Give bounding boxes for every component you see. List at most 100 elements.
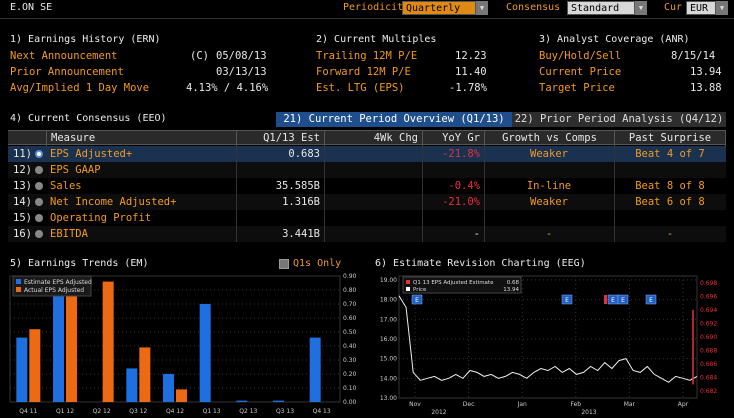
bar-estimate (16, 337, 28, 402)
table-row[interactable]: 14) Net Income Adjusted+ 1.316B -21.0% Weake… (8, 194, 726, 210)
bar-actual (102, 281, 114, 402)
y-tick-label: 0.90 (343, 273, 357, 280)
currency-label: Cur (664, 2, 683, 13)
y-right-tick-label: 0.698 (700, 280, 717, 287)
surprise-value: Beat 4 of 7 (635, 148, 705, 160)
column-header-surprise[interactable]: Past Surprise (614, 131, 726, 146)
event-marker (561, 294, 573, 305)
radio-icon[interactable] (35, 166, 43, 174)
radio-icon[interactable] (35, 214, 43, 222)
y-right-tick-label: 0.692 (700, 320, 717, 327)
target-price-label: Target Price (539, 82, 615, 94)
tab-current-period[interactable]: 21) Current Period Overview (Q1/13) (276, 112, 512, 127)
next-announcement-label: Next Announcement (10, 50, 118, 62)
current-price-value: 13.94 (690, 66, 722, 78)
radio-icon[interactable] (35, 198, 43, 206)
event-marker-label: E (649, 297, 653, 304)
chevron-down-icon[interactable]: ▼ (635, 1, 647, 15)
table-header: Measure Q1/13 Est 4Wk Chg YoY Gr Growth … (8, 130, 726, 146)
radio-icon[interactable] (35, 230, 43, 238)
event-marker (617, 294, 629, 305)
consensus-select[interactable]: Standard (567, 1, 635, 15)
table-row[interactable]: 16) EBITDA 3.441B - - - (8, 226, 726, 242)
measure-name: EPS GAAP (50, 164, 101, 176)
currency-select[interactable]: EUR (686, 1, 716, 15)
y-left-tick-label: 16.00 (380, 336, 397, 343)
yoy-value: -21.8% (442, 148, 480, 160)
row-number: 11) (13, 148, 32, 160)
row-number: 15) (13, 212, 32, 224)
q1s-only-checkbox[interactable] (279, 259, 289, 269)
grid-line (484, 146, 485, 242)
event-marker-label: E (415, 297, 419, 304)
chevron-down-icon[interactable]: ▼ (476, 1, 488, 15)
bar-estimate (199, 304, 211, 402)
est-value: 35.585B (275, 180, 320, 192)
ticker-label: E.ON SE (10, 2, 53, 13)
y-right-tick-label: 0.686 (700, 361, 717, 368)
y-tick-label: 0.20 (343, 371, 357, 378)
periodicity-label: Periodicity (343, 2, 410, 13)
chevron-down-icon[interactable]: ▼ (716, 1, 728, 15)
buy-hold-sell-label: Buy/Hold/Sell (539, 50, 622, 62)
column-header-yoy[interactable]: YoY Gr (422, 131, 484, 146)
analyst-title[interactable]: 3) Analyst Coverage (ANR) (539, 34, 690, 45)
bar-actual (29, 329, 41, 402)
column-header-measure[interactable]: Measure (46, 131, 236, 146)
x-tick-label: Q1 13 (203, 408, 221, 415)
table-row[interactable]: 12) EPS GAAP (8, 162, 726, 178)
radio-icon[interactable] (35, 150, 43, 158)
event-marker-label: E (565, 297, 569, 304)
earnings-history-title[interactable]: 1) Earnings History (ERN) (10, 34, 161, 45)
y-right-tick-label: 0.682 (700, 388, 717, 395)
column-header-growth[interactable]: Growth vs Comps (484, 131, 614, 146)
buy-hold-sell-value: 8/15/14 (671, 50, 716, 62)
row-number: 12) (13, 164, 32, 176)
x-tick-label: Feb (570, 401, 581, 408)
y-right-tick-label: 0.694 (700, 307, 717, 314)
x-tick-label: Q3 12 (129, 408, 147, 415)
y-left-tick-label: 17.00 (380, 316, 397, 323)
y-tick-label: 0.60 (343, 315, 357, 322)
y-right-tick-label: 0.684 (700, 375, 717, 382)
x-tick-label: Nov (409, 401, 421, 408)
estimate-revision-chart: 19.00 18.00 17.00 16.00 15.00 14.00 13.00 0.698… (380, 275, 717, 416)
est-value: 0.683 (288, 148, 320, 160)
y-tick-label: 0.40 (343, 343, 357, 350)
grid-line (324, 146, 325, 242)
table-row[interactable]: 11) EPS Adjusted+ 0.683 -21.8% Weaker Beat 4 … (8, 146, 726, 162)
tab-prior-period[interactable]: 22) Prior Period Analysis (Q4/12) (512, 112, 726, 127)
x-tick-label: Mar (624, 401, 636, 408)
periodicity-select[interactable]: Quarterly (402, 1, 476, 15)
y-right-tick-label: 0.696 (700, 293, 717, 300)
legend-value: 0.68 (507, 280, 520, 286)
forward-pe-label: Forward 12M P/E (316, 66, 411, 78)
consensus-title[interactable]: 4) Current Consensus (EEO) (10, 113, 167, 124)
yoy-value: -21.0% (442, 196, 480, 208)
radio-icon[interactable] (35, 182, 43, 190)
y-tick-label: 0.10 (343, 385, 357, 392)
legend-label: Q1 13 EPS Adjusted Estimate (413, 280, 494, 286)
growth-value: Weaker (530, 196, 568, 208)
est-value: 1.316B (282, 196, 320, 208)
table-row[interactable]: 15) Operating Profit (8, 210, 726, 226)
multiples-title[interactable]: 2) Current Multiples (316, 34, 437, 45)
table-row[interactable]: 13) Sales 35.585B -0.4% In-line Beat 8 of 8 (8, 178, 726, 194)
revision-title[interactable]: 6) Estimate Revision Charting (EEG) (375, 258, 586, 269)
y-right-tick-label: 0.688 (700, 348, 717, 355)
x-tick-label: Jan (517, 401, 527, 408)
column-header-4wk-chg[interactable]: 4Wk Chg (324, 131, 422, 146)
measure-name: Net Income Adjusted+ (50, 196, 177, 208)
bar-estimate (53, 287, 64, 402)
x-tick-label: Q1 12 (56, 408, 74, 415)
y-tick-label: 0.70 (343, 301, 357, 308)
y-left-tick-label: 19.00 (380, 277, 397, 284)
y-tick-label: 0.80 (343, 287, 357, 294)
x-tick-label: Q4 12 (166, 408, 184, 415)
column-header-est[interactable]: Q1/13 Est (236, 131, 324, 146)
earnings-trends-title[interactable]: 5) Earnings Trends (EM) (10, 258, 149, 269)
ltg-label: Est. LTG (EPS) (316, 82, 405, 94)
target-price-value: 13.88 (690, 82, 722, 94)
grid-line (614, 146, 615, 242)
implied-move-label: Avg/Implied 1 Day Move (10, 82, 150, 94)
